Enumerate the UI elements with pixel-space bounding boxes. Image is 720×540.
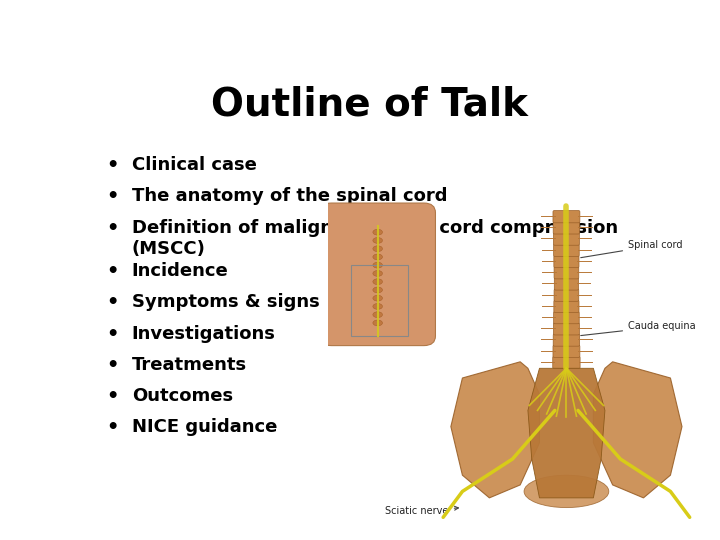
FancyBboxPatch shape (554, 300, 579, 313)
Text: Investigations: Investigations (132, 325, 276, 343)
Text: •: • (107, 156, 119, 176)
Ellipse shape (373, 279, 382, 285)
Text: •: • (107, 418, 119, 437)
Ellipse shape (373, 287, 382, 293)
Text: Spinal cord: Spinal cord (581, 240, 683, 258)
Text: Sciatic nerve: Sciatic nerve (385, 506, 459, 516)
Ellipse shape (524, 475, 609, 508)
Ellipse shape (373, 312, 382, 318)
Ellipse shape (373, 303, 382, 309)
Ellipse shape (373, 254, 382, 260)
FancyBboxPatch shape (554, 244, 579, 256)
Ellipse shape (373, 295, 382, 301)
Ellipse shape (373, 230, 382, 235)
FancyBboxPatch shape (359, 205, 397, 231)
Text: •: • (107, 293, 119, 313)
FancyBboxPatch shape (320, 203, 436, 346)
Text: The anatomy of the spinal cord: The anatomy of the spinal cord (132, 187, 447, 205)
Polygon shape (451, 362, 539, 498)
Text: NICE guidance: NICE guidance (132, 418, 277, 436)
Text: Treatments: Treatments (132, 356, 247, 374)
FancyBboxPatch shape (553, 345, 580, 357)
Ellipse shape (373, 262, 382, 268)
Ellipse shape (331, 210, 366, 229)
Polygon shape (528, 368, 605, 498)
FancyBboxPatch shape (554, 322, 580, 335)
Bar (351, 265, 408, 336)
FancyBboxPatch shape (554, 267, 579, 279)
Polygon shape (593, 362, 682, 498)
FancyBboxPatch shape (554, 233, 580, 245)
Text: Outcomes: Outcomes (132, 387, 233, 405)
Text: •: • (107, 325, 119, 343)
FancyBboxPatch shape (553, 356, 580, 369)
Ellipse shape (390, 210, 424, 229)
FancyBboxPatch shape (553, 222, 580, 234)
Text: •: • (107, 219, 119, 238)
Text: •: • (107, 187, 119, 206)
Text: •: • (107, 356, 119, 375)
Text: Outline of Talk: Outline of Talk (210, 85, 528, 124)
FancyBboxPatch shape (554, 278, 579, 290)
Text: Clinical case: Clinical case (132, 156, 257, 174)
FancyBboxPatch shape (553, 211, 580, 223)
Ellipse shape (373, 246, 382, 252)
Text: •: • (107, 262, 119, 281)
Ellipse shape (373, 320, 382, 326)
Text: Incidence: Incidence (132, 262, 229, 280)
FancyBboxPatch shape (554, 289, 579, 301)
Text: Symptoms & signs: Symptoms & signs (132, 293, 320, 312)
FancyBboxPatch shape (553, 334, 580, 346)
FancyBboxPatch shape (554, 312, 579, 324)
Ellipse shape (373, 238, 382, 244)
FancyBboxPatch shape (554, 255, 579, 268)
Text: Definition of malignant spinal cord compression
(MSCC): Definition of malignant spinal cord comp… (132, 219, 618, 258)
Ellipse shape (373, 271, 382, 276)
Text: Cauda equina: Cauda equina (581, 321, 696, 335)
Text: •: • (107, 387, 119, 406)
